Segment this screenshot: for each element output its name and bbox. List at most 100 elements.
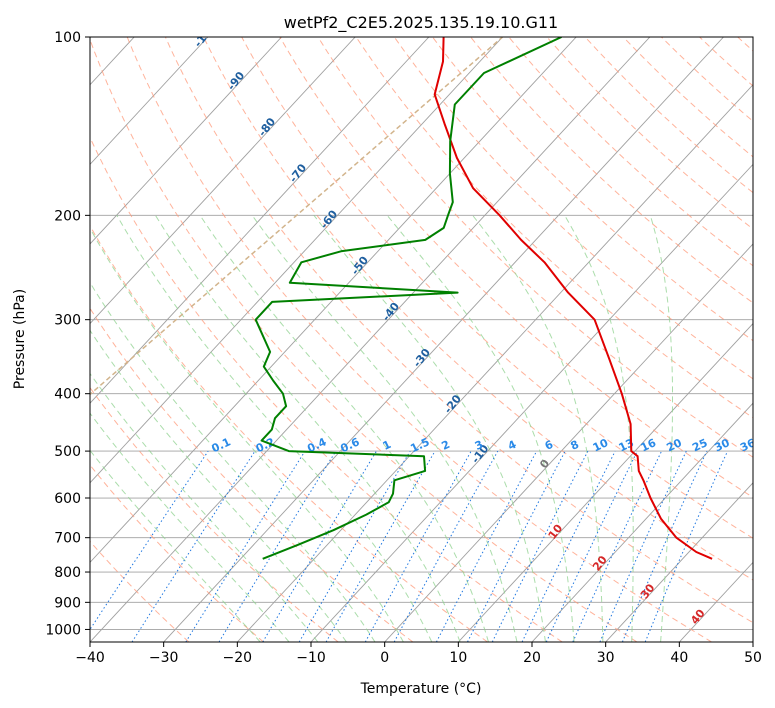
y-tick-label: 400: [54, 387, 81, 403]
dry-adiabat-line: [508, 37, 753, 267]
moist-adiabat-line: [649, 215, 673, 642]
isotherm-line: [90, 37, 651, 642]
isohume-label: 4: [506, 438, 519, 453]
isohume-label: 8: [569, 438, 581, 453]
isotherm-line: [90, 37, 282, 245]
isotherm-line: [310, 163, 753, 642]
mixing-ratio-line: [599, 450, 687, 642]
chart-title: wetPf2_C2E5.2025.135.19.10.G11: [284, 13, 558, 33]
dry-adiabat-line: [90, 464, 264, 642]
moist-adiabat-line: [90, 372, 319, 642]
dry-adiabat-line: [126, 37, 712, 642]
axes: −40 −30 −20 −10 0 10 20 30 40 5010020030040050060…: [45, 30, 762, 666]
isotherm-line: [384, 243, 753, 642]
moist-adiabat-line: [90, 281, 376, 642]
dry-adiabat-line: [661, 37, 753, 122]
series-lines: [254, 37, 713, 560]
dry-adiabat-line: [164, 37, 753, 624]
x-tick-label: −10: [296, 650, 326, 666]
isohume-label: 16: [639, 436, 659, 454]
isohume-label: 36: [738, 436, 758, 454]
mixing-ratio-line: [572, 450, 663, 642]
isohume-label: 1: [381, 438, 393, 453]
dry-adiabat-line: [737, 37, 753, 52]
y-tick-label: 300: [54, 313, 81, 329]
y-tick-label: 200: [54, 208, 81, 224]
moist-adiabat-line: [386, 214, 575, 642]
x-tick-label: 20: [523, 650, 541, 666]
isotherm-line: [90, 37, 577, 564]
isotherm-label: -20: [442, 392, 465, 416]
isohume-label: 25: [690, 436, 709, 454]
moist-adiabat-line: [564, 215, 634, 642]
x-tick-label: −20: [223, 650, 253, 666]
x-tick-label: −30: [149, 650, 179, 666]
dry-adiabat-line: [622, 37, 753, 158]
dry-adiabat-line: [90, 540, 190, 642]
moist-adiabat-line: [90, 227, 404, 642]
mixing-ratio-line: [545, 450, 638, 642]
x-tick-label: 40: [670, 650, 688, 666]
mixing-ratio-line: [90, 450, 209, 631]
isotherm-label: 40: [688, 606, 708, 626]
background-lines: [90, 37, 753, 642]
isotherm-label: -90: [225, 69, 248, 93]
y-tick-label: 900: [54, 595, 81, 611]
dry-adiabat-line: [90, 38, 638, 642]
dry-adiabat-line: [203, 37, 753, 581]
dry-adiabat-line: [317, 37, 753, 458]
dry-adiabat-line: [279, 37, 753, 498]
moist-adiabat-line: [313, 214, 546, 642]
dry-adiabat-line: [90, 136, 563, 642]
moist-adiabat-line: [251, 215, 518, 642]
isohume-label: 1.5: [408, 435, 431, 455]
isotherm-label: -30: [411, 346, 434, 370]
isotherm-line: [90, 37, 430, 404]
dry-adiabat-line: [432, 37, 753, 342]
isotherm-line: [163, 37, 724, 642]
plot-frame: [89, 36, 754, 643]
dry-adiabat-line: [90, 386, 339, 642]
moist-adiabat-line: [472, 214, 604, 642]
reference-curve: [90, 37, 503, 396]
mixing-ratio-line: [218, 450, 337, 642]
mixing-ratio-line: [393, 450, 499, 642]
mixing-ratio-line: [491, 450, 589, 642]
isotherm-label: 20: [590, 553, 610, 573]
x-axis-label: Temperature (°C): [360, 681, 482, 697]
dry-adiabat-line: [546, 37, 753, 230]
isohume-label: 30: [712, 436, 732, 454]
mixing-ratio-line: [262, 450, 377, 642]
isohume-label: 20: [664, 436, 684, 454]
temperature-profile-line: [433, 37, 713, 560]
isotherm-line: [90, 37, 356, 325]
mixing-ratio-line: [521, 450, 616, 642]
x-tick-label: 50: [744, 650, 762, 666]
isotherm-label: -100: [192, 20, 219, 50]
dry-adiabat-line: [241, 37, 753, 539]
y-tick-label: 700: [54, 531, 81, 547]
isotherm-label: -60: [318, 207, 341, 231]
y-tick-label: 1000: [45, 622, 81, 638]
isotherm-line: [90, 37, 209, 166]
x-tick-label: 0: [380, 650, 389, 666]
moist-adiabat-line: [154, 215, 461, 642]
isotherm-line: [237, 84, 753, 642]
moist-adiabat-line: [116, 215, 433, 642]
y-tick-label: 600: [54, 491, 81, 507]
isotherm-line: [458, 322, 753, 642]
isohume-label: 10: [591, 436, 611, 454]
line-labels: -100-90-80-70-60-50-40-30-20-10 010203040…: [192, 20, 758, 627]
isohume-label: 6: [543, 438, 556, 453]
dewpoint-profile-line: [254, 37, 562, 560]
mixing-ratio-line: [185, 450, 306, 642]
y-tick-label: 800: [54, 565, 81, 581]
dry-adiabat-line: [470, 37, 753, 304]
mixing-ratio-line: [644, 450, 729, 642]
isotherm-line: [531, 402, 753, 642]
isotherm-line: [752, 641, 753, 642]
mixing-ratio-line: [298, 450, 411, 642]
isohume-label: 0.1: [210, 435, 233, 455]
mixing-ratio-line: [364, 450, 472, 642]
y-tick-label: 100: [54, 30, 81, 46]
